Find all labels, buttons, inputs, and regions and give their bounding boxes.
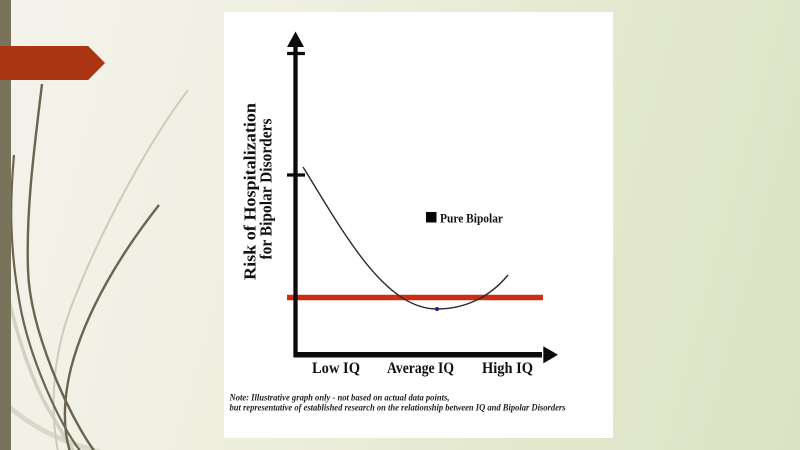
svg-text:Low IQ: Low IQ [312,360,360,377]
svg-text:Risk of Hospitalization: Risk of Hospitalization [241,103,260,280]
svg-text:Average IQ: Average IQ [387,360,454,377]
svg-text:High IQ: High IQ [482,360,533,377]
svg-text:Pure Bipolar: Pure Bipolar [440,211,503,226]
svg-text:for Bipolar Disorders: for Bipolar Disorders [256,118,275,260]
svg-text:Note: Illustrative graph only: Note: Illustrative graph only - not base… [229,393,450,403]
svg-text:but representative of establis: but representative of established resear… [230,403,566,413]
